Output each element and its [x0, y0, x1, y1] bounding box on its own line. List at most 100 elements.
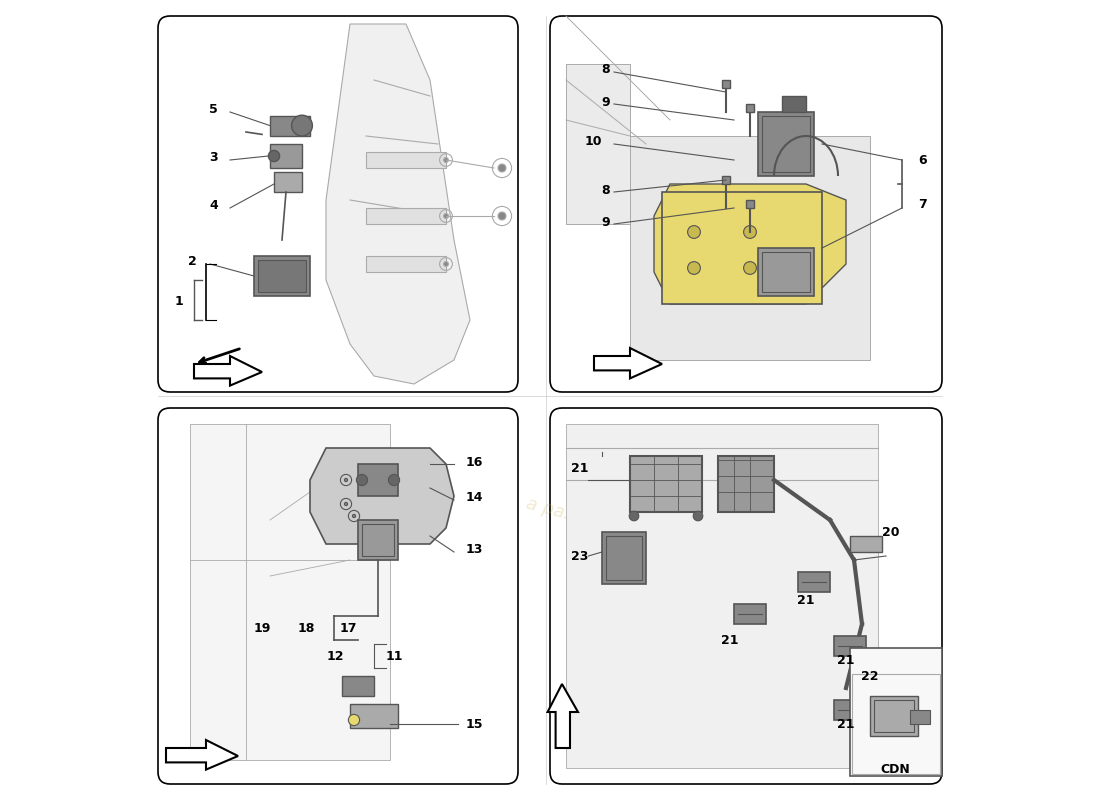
Circle shape [443, 214, 449, 218]
Circle shape [344, 478, 348, 482]
Bar [870, 696, 918, 736]
Bar [746, 104, 754, 112]
Bar [606, 536, 642, 580]
Text: 20: 20 [882, 526, 900, 538]
Text: 4: 4 [209, 199, 218, 212]
Bar [722, 80, 730, 88]
Bar [910, 710, 930, 724]
Bar [834, 700, 866, 720]
Text: a passion for...: a passion for... [525, 494, 656, 546]
Bar [850, 648, 942, 776]
Text: 21: 21 [722, 634, 739, 646]
Bar [258, 260, 306, 292]
Bar [358, 520, 398, 560]
Bar [602, 532, 646, 584]
Polygon shape [166, 740, 238, 770]
Text: 21: 21 [837, 718, 855, 730]
Circle shape [443, 158, 449, 162]
Text: 23: 23 [571, 550, 588, 562]
Bar [566, 424, 878, 768]
Bar [350, 704, 398, 728]
Polygon shape [310, 448, 454, 544]
Bar [362, 524, 394, 556]
Bar [630, 136, 870, 360]
Polygon shape [326, 24, 470, 384]
Text: 5: 5 [209, 103, 218, 116]
Bar [358, 464, 398, 496]
Circle shape [388, 474, 399, 486]
Text: 9: 9 [602, 96, 610, 109]
Circle shape [349, 714, 360, 726]
Text: 11: 11 [386, 650, 404, 662]
Bar [190, 424, 390, 760]
Bar [782, 96, 806, 112]
Text: 18: 18 [297, 622, 315, 634]
Bar [798, 572, 830, 592]
Bar [270, 116, 310, 136]
Text: 22: 22 [860, 670, 878, 682]
Circle shape [498, 212, 506, 220]
Bar [718, 456, 774, 512]
Bar [734, 604, 766, 624]
Text: 2: 2 [188, 255, 197, 268]
Circle shape [744, 226, 757, 238]
Circle shape [356, 474, 367, 486]
Text: since 1985: since 1985 [337, 281, 443, 327]
Text: 8: 8 [602, 63, 610, 76]
Bar [762, 116, 810, 172]
Polygon shape [594, 348, 662, 378]
Text: 14: 14 [466, 491, 484, 504]
Bar [850, 536, 882, 552]
Text: 15: 15 [466, 718, 484, 730]
Text: 17: 17 [340, 622, 358, 634]
Circle shape [498, 164, 506, 172]
Bar [746, 200, 754, 208]
Text: 21: 21 [571, 462, 588, 474]
Bar [852, 674, 939, 774]
Bar [270, 144, 302, 168]
Circle shape [688, 262, 701, 274]
Text: 12: 12 [327, 650, 344, 662]
Bar [874, 700, 914, 732]
Bar [834, 636, 866, 656]
Text: 8: 8 [602, 184, 610, 197]
Bar [274, 172, 302, 192]
Text: 7: 7 [918, 198, 926, 210]
Text: since 1985: since 1985 [663, 259, 756, 301]
Text: 19: 19 [253, 622, 271, 634]
Bar [630, 456, 702, 512]
Bar [366, 208, 446, 224]
Bar [254, 256, 310, 296]
Text: 6: 6 [918, 154, 926, 166]
Circle shape [693, 511, 703, 521]
Bar [762, 252, 810, 292]
Polygon shape [548, 684, 578, 748]
Circle shape [629, 511, 639, 521]
Text: 21: 21 [837, 654, 855, 666]
Polygon shape [654, 184, 846, 304]
Circle shape [352, 514, 355, 518]
Text: 10: 10 [584, 135, 602, 148]
Text: 21: 21 [798, 594, 815, 606]
Bar [342, 676, 374, 696]
Text: 16: 16 [466, 456, 483, 469]
Text: 1: 1 [175, 295, 184, 308]
Bar [366, 152, 446, 168]
Bar [566, 64, 630, 224]
Bar [366, 256, 446, 272]
Circle shape [268, 150, 279, 162]
Circle shape [344, 502, 348, 506]
Bar [662, 192, 822, 304]
Circle shape [292, 115, 312, 136]
Text: 13: 13 [466, 543, 483, 556]
Bar [758, 112, 814, 176]
Text: 9: 9 [602, 216, 610, 229]
Polygon shape [194, 356, 262, 386]
Circle shape [688, 226, 701, 238]
Bar [758, 248, 814, 296]
Circle shape [443, 262, 449, 266]
Text: 3: 3 [209, 151, 218, 164]
Bar [722, 176, 730, 184]
Circle shape [744, 262, 757, 274]
Text: CDN: CDN [881, 763, 911, 776]
